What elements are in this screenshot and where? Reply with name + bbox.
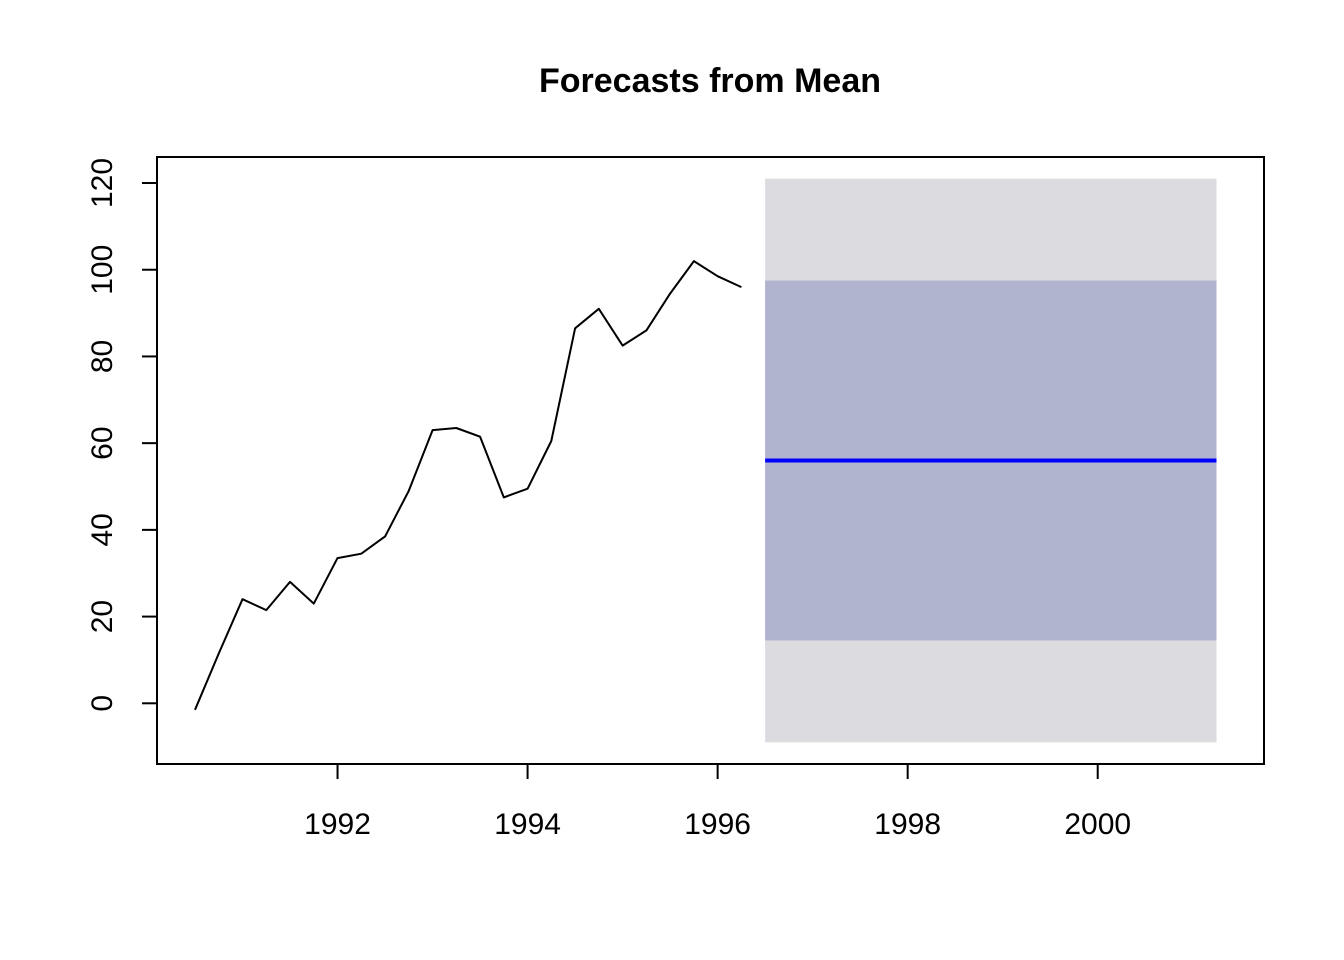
y-tick-label: 120 xyxy=(86,158,119,208)
x-tick-label: 1992 xyxy=(304,808,371,841)
y-tick-label: 40 xyxy=(86,513,119,546)
y-axis: 0 20 40 60 80 100 120 xyxy=(86,158,158,712)
series-layer xyxy=(194,260,742,711)
x-tick-label: 1998 xyxy=(874,808,941,841)
x-axis: 1992 1994 1996 1998 2000 xyxy=(304,763,1131,841)
x-tick-label: 1996 xyxy=(684,808,751,841)
y-tick-label: 80 xyxy=(86,340,119,373)
x-tick-label: 1994 xyxy=(494,808,561,841)
chart-title: Forecasts from Mean xyxy=(539,62,881,100)
y-tick-label: 100 xyxy=(86,245,119,295)
x-tick-label: 2000 xyxy=(1064,808,1131,841)
y-tick-label: 20 xyxy=(86,600,119,633)
y-tick-label: 0 xyxy=(86,695,119,712)
series-line-0 xyxy=(194,260,742,711)
y-tick-label: 60 xyxy=(86,426,119,459)
